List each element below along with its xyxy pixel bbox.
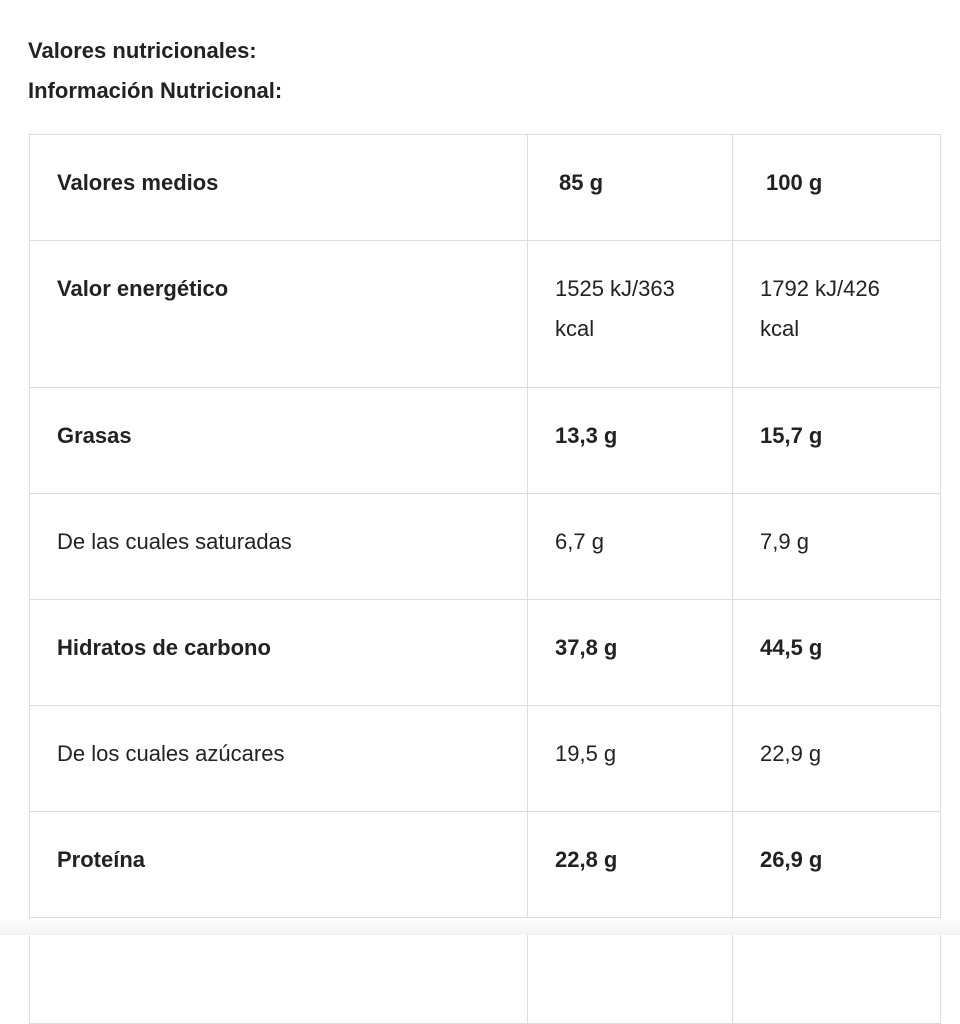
cell: 22,8 g xyxy=(527,811,733,918)
table-row: Valores medios 85 g 100 g xyxy=(29,134,941,241)
table-row: De los cuales azúcares 19,5 g 22,9 g xyxy=(29,705,941,812)
cell: 6,7 g xyxy=(527,493,733,600)
cell: 7,9 g xyxy=(732,493,941,600)
cell: 1525 kJ/363 kcal xyxy=(527,240,733,388)
cell: Hidratos de carbono xyxy=(29,599,528,706)
cell: De las cuales saturadas xyxy=(29,493,528,600)
cell: 1792 kJ/426 kcal xyxy=(732,240,941,388)
page: Valores nutricionales: Información Nutri… xyxy=(0,31,960,1024)
cell: 22,9 g xyxy=(732,705,941,812)
cell: Grasas xyxy=(29,387,528,494)
cell: 100 g xyxy=(732,134,941,241)
headings: Valores nutricionales: Información Nutri… xyxy=(28,31,282,111)
heading: Información Nutricional: xyxy=(28,78,283,103)
table-row: Grasas 13,3 g 15,7 g xyxy=(29,387,941,494)
cell: Valor energético xyxy=(29,240,528,388)
cell: 37,8 g xyxy=(527,599,733,706)
cell: 85 g xyxy=(527,134,733,241)
cell: 26,9 g xyxy=(732,811,941,918)
table-row: De las cuales saturadas 6,7 g 7,9 g xyxy=(29,493,941,600)
heading: Valores nutricionales: xyxy=(28,38,257,63)
cell: Valores medios xyxy=(29,134,528,241)
cell: De los cuales azúcares xyxy=(29,705,528,812)
nutrition-table: Valores medios 85 g 100 g Valor energéti… xyxy=(29,134,941,1024)
table-row: Proteína 22,8 g 26,9 g xyxy=(29,811,941,918)
table-row: Hidratos de carbono 37,8 g 44,5 g xyxy=(29,599,941,706)
scroll-shadow xyxy=(0,918,960,935)
cell: 44,5 g xyxy=(732,599,941,706)
cell: Proteína xyxy=(29,811,528,918)
cell: 19,5 g xyxy=(527,705,733,812)
cell: 13,3 g xyxy=(527,387,733,494)
table-row: Valor energético 1525 kJ/363 kcal 1792 k… xyxy=(29,240,941,388)
cell: 15,7 g xyxy=(732,387,941,494)
